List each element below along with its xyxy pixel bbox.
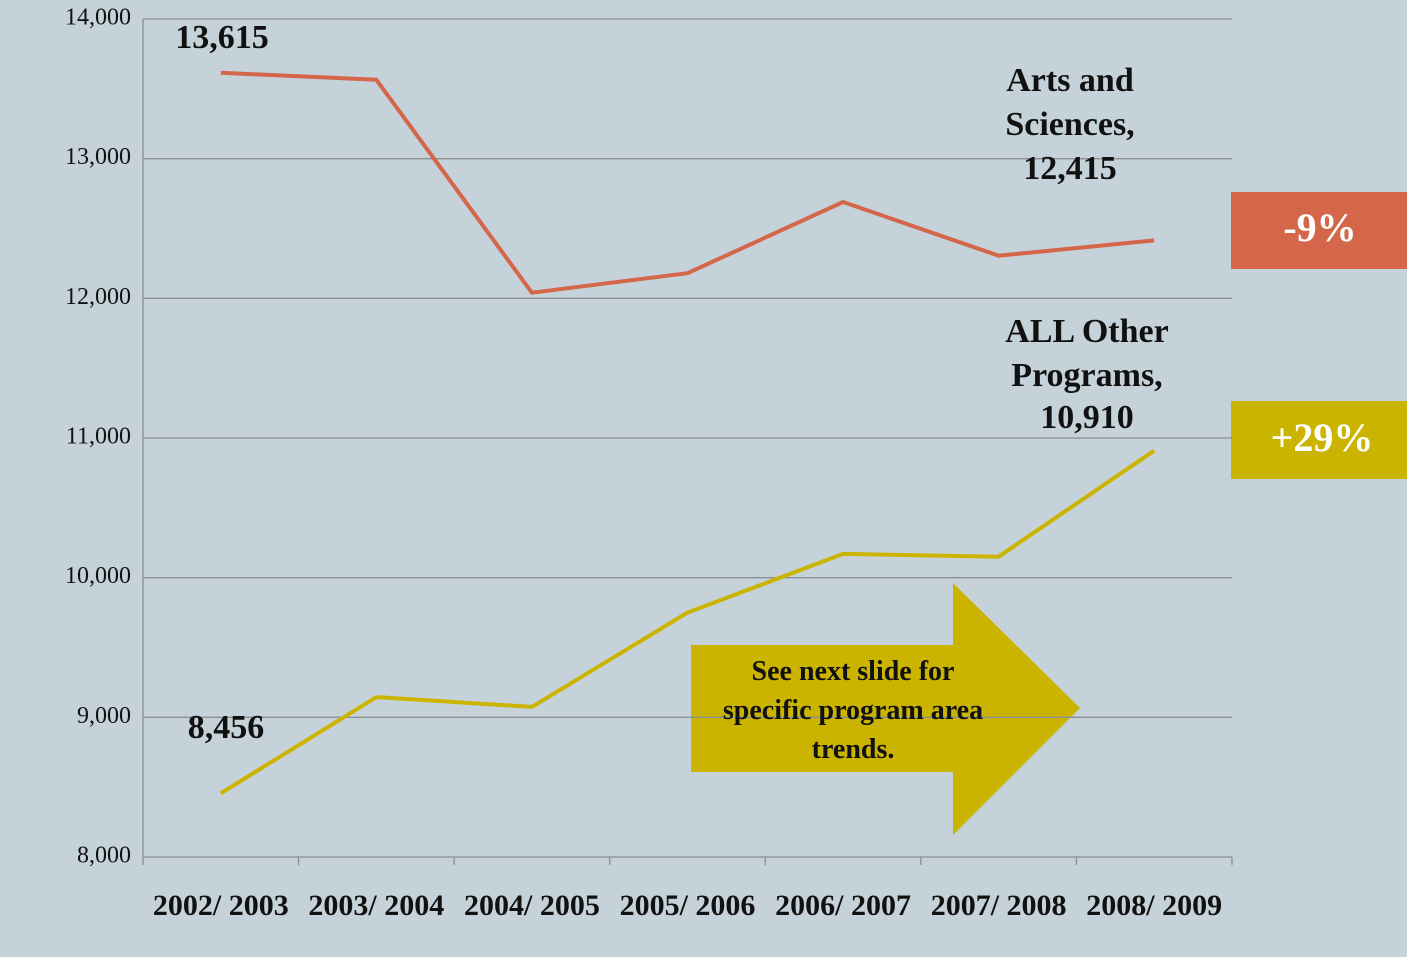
series-line [219,448,1156,796]
annotation: +29% [1271,415,1374,460]
x-tick-label: 2004/ 2005 [464,889,600,922]
annotation-box [1231,192,1407,269]
x-tick-label: 2005/ 2006 [619,889,756,922]
annotation: -9% [1283,205,1356,250]
data-label: 12,415 [1023,150,1117,187]
series-label: ALL Other Programs, [1005,313,1169,394]
arrow [691,583,1080,835]
annotation-box [1231,401,1407,479]
y-tick-label: 12,000 [65,284,131,310]
series-label: Arts and Sciences, [1005,62,1135,143]
y-tick-label: 13,000 [65,144,131,170]
y-tick-label: 8,000 [77,843,131,869]
annotation: See next slide for specific program area… [722,656,984,765]
data-label: 8,456 [188,709,265,746]
y-tick-label: 9,000 [77,703,131,729]
x-tick-label: 2003/ 2004 [308,889,445,922]
x-tick-label: 2008/ 2009 [1086,889,1223,922]
data-label: 13,615 [175,19,269,56]
data-label: 10,910 [1040,399,1134,436]
y-tick-label: 10,000 [65,563,131,589]
x-tick-label: 2006/ 2007 [775,889,911,922]
series-line [220,70,1155,295]
x-tick-label: 2002/ 2003 [152,889,289,922]
y-tick-label: 11,000 [66,424,131,450]
y-tick-label: 14,000 [65,5,131,31]
x-tick-label: 2007/ 2008 [930,889,1067,922]
